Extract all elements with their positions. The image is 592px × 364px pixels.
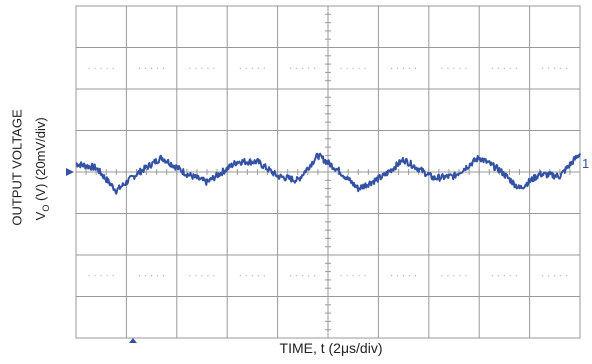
ground-level-marker [66,168,74,176]
y-axis-label-line2: VO (V) (20mV/div) [33,74,51,264]
y-axis-label-line1: OUTPUT VOLTAGE [9,109,25,226]
plot-frame [75,5,581,339]
output-voltage-trace [75,152,581,195]
y-axis-label-subscript: O [40,204,51,212]
trigger-marker [129,338,137,343]
y-axis-label-suffix: (V) (20mV/div) [33,117,49,205]
channel-marker: 1 [582,156,589,171]
minor-grid-dots [88,67,568,277]
y-axis-label-prefix: V [33,211,49,221]
x-axis-label: TIME, t (2μs/div) [279,340,383,356]
